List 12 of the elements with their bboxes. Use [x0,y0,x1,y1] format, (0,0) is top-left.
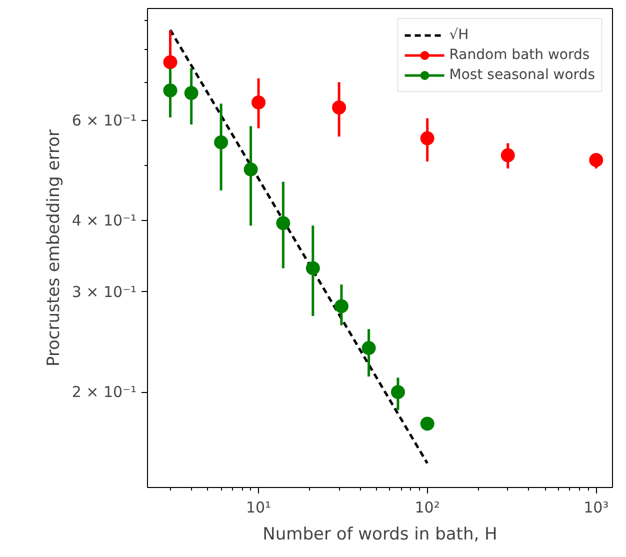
x-tick-label: 10¹ [246,498,272,516]
y-axis-title: Procrustes embedding error [44,129,64,367]
y-tick-label: 4 × 10⁻¹ [72,212,137,230]
y-tick-label: 6 × 10⁻¹ [72,111,137,130]
y-tick-label: 2 × 10⁻¹ [72,383,137,402]
y-tick-label: 3 × 10⁻¹ [72,282,137,301]
x-tick-label: 10³ [584,498,609,516]
legend-label: Random bath words [449,47,590,63]
x-tick-label: 10² [414,498,440,516]
legend-label: Most seasonal words [449,67,595,83]
x-axis-title: Number of words in bath, H [262,524,498,544]
legend-label: √H [449,27,470,43]
